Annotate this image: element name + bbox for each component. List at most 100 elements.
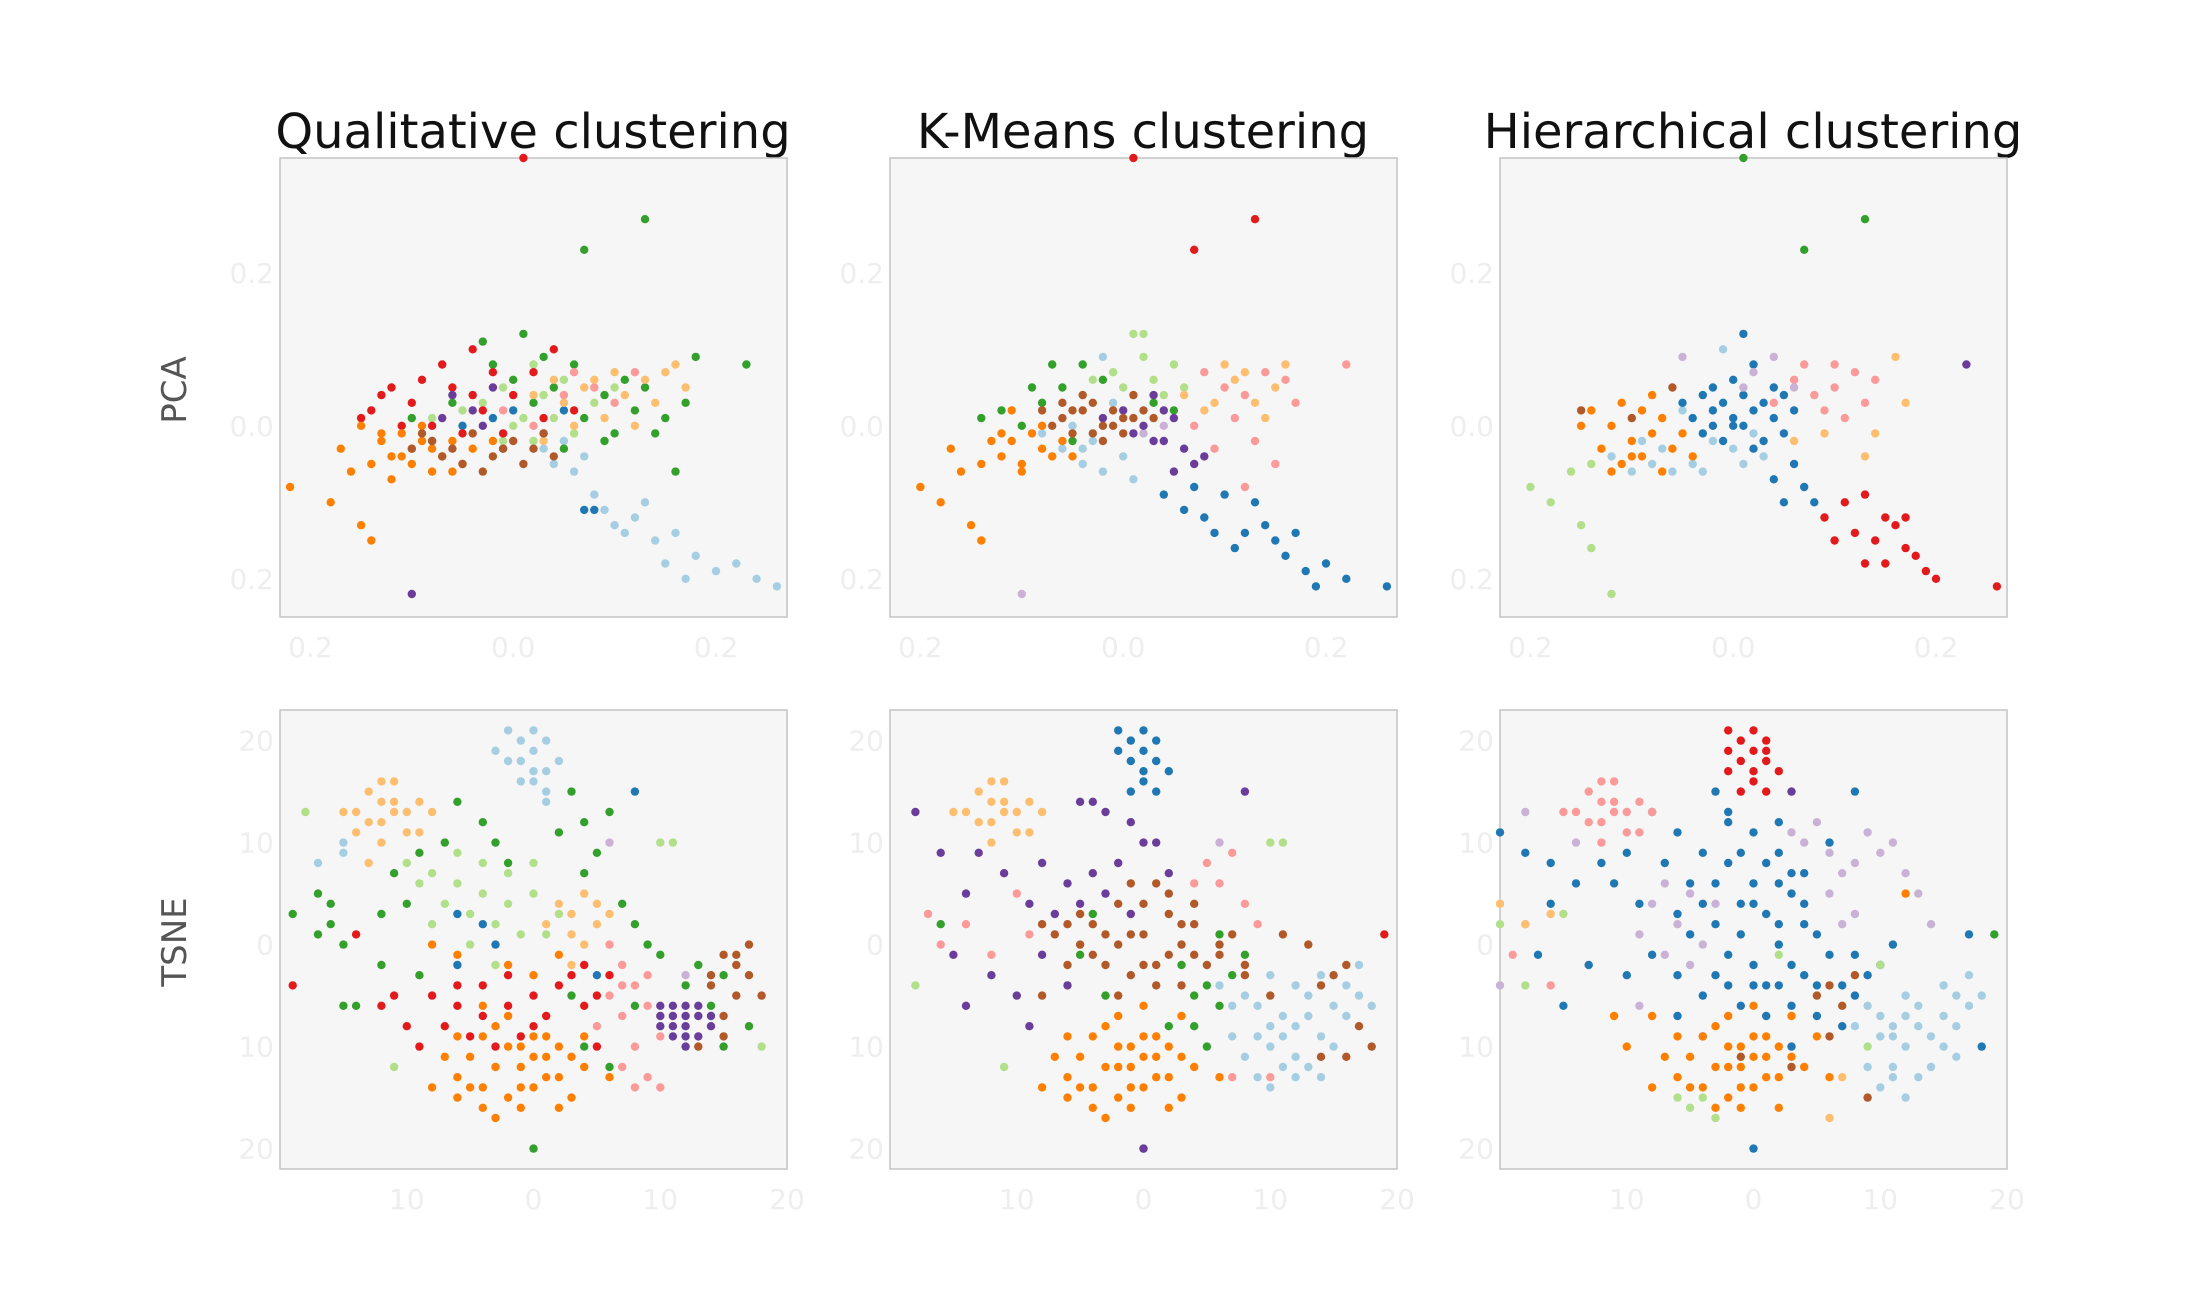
data-point [1129,429,1138,438]
data-point [1876,960,1885,970]
cluster-red [1820,490,2002,591]
data-point [539,413,548,423]
data-point [580,1032,589,1041]
data-point [364,818,373,827]
data-point [618,981,627,990]
data-point [1749,360,1758,369]
data-point [1075,899,1085,908]
cluster-light-blue [313,726,564,868]
y-tick-label: 0.2 [839,257,884,290]
data-point [1787,1001,1796,1010]
data-point [1164,869,1174,878]
data-point [1215,1073,1224,1082]
data-point [554,828,564,837]
data-point [1119,429,1128,438]
data-point [1075,950,1085,959]
cluster-pink [1769,360,1880,423]
data-point [356,421,366,430]
x-tick-label: 10 [999,1183,1035,1216]
data-point [1382,582,1392,591]
data-point [503,899,513,908]
data-point [966,521,976,530]
data-point [1108,368,1118,377]
data-point [1800,920,1809,929]
x-tick-label: 0.2 [1508,631,1553,664]
data-point [1149,436,1158,446]
data-point [529,726,538,735]
data-point [377,838,386,847]
data-point [1729,413,1738,423]
data-point [987,838,996,847]
cluster-pink [592,940,665,1092]
data-point [1622,848,1632,857]
data-point [1658,444,1667,453]
data-point [1169,360,1179,369]
data-point [580,1062,589,1072]
data-point [326,920,335,929]
data-point [1037,950,1047,959]
data-point [1597,818,1606,827]
data-point [1228,1073,1237,1082]
data-point [465,1083,475,1092]
data-point [1164,950,1174,959]
data-point [997,406,1006,415]
data-point [1779,429,1789,438]
data-point [592,920,602,929]
x-tick-label: 0.0 [491,631,536,664]
data-point [1939,1011,1948,1021]
column-title-qualitative: Qualitative clustering [275,104,790,160]
data-point [1159,490,1169,499]
data-point [949,807,958,817]
data-point [1139,838,1148,847]
data-point [453,1093,462,1102]
data-point [1576,406,1586,415]
data-point [465,1052,475,1062]
cluster-light-green [911,838,1288,1072]
data-point [1149,413,1158,423]
data-point [567,1093,576,1102]
data-point [1250,215,1260,224]
data-point [1739,153,1748,163]
data-point [1749,1144,1758,1153]
data-point [987,950,996,959]
data-point [681,398,690,407]
data-point [1698,940,1708,949]
data-point [339,1001,348,1010]
data-point [1114,858,1123,868]
data-point [1037,1083,1047,1092]
data-point [640,215,650,224]
data-point [529,991,538,1000]
data-point [1342,1011,1351,1021]
data-point [1108,398,1118,407]
data-point [1876,848,1885,857]
data-point [1931,574,1941,583]
data-point [415,971,424,980]
data-point [1098,352,1108,362]
cluster-lavender [1678,352,1799,392]
cluster-blue [1678,329,1819,507]
data-point [580,383,589,392]
data-point [1048,421,1057,430]
data-point [1215,940,1224,949]
data-point [1164,1073,1174,1082]
data-point [1891,521,1900,530]
data-point [1037,991,1047,1000]
data-point [580,960,589,970]
data-point [529,1052,538,1062]
data-point [498,444,508,453]
data-point [1495,981,1505,990]
data-point [1888,1073,1898,1082]
data-point [1037,421,1047,430]
data-point [656,838,665,847]
data-point [1962,360,1971,369]
data-point [1825,848,1834,857]
data-point [620,390,629,400]
data-point [488,413,498,423]
data-point [569,467,579,476]
data-point [1129,153,1138,163]
data-point [1139,767,1148,776]
data-point [1190,1062,1199,1072]
data-point [977,413,986,423]
data-point [1901,1011,1910,1021]
data-point [427,436,437,446]
